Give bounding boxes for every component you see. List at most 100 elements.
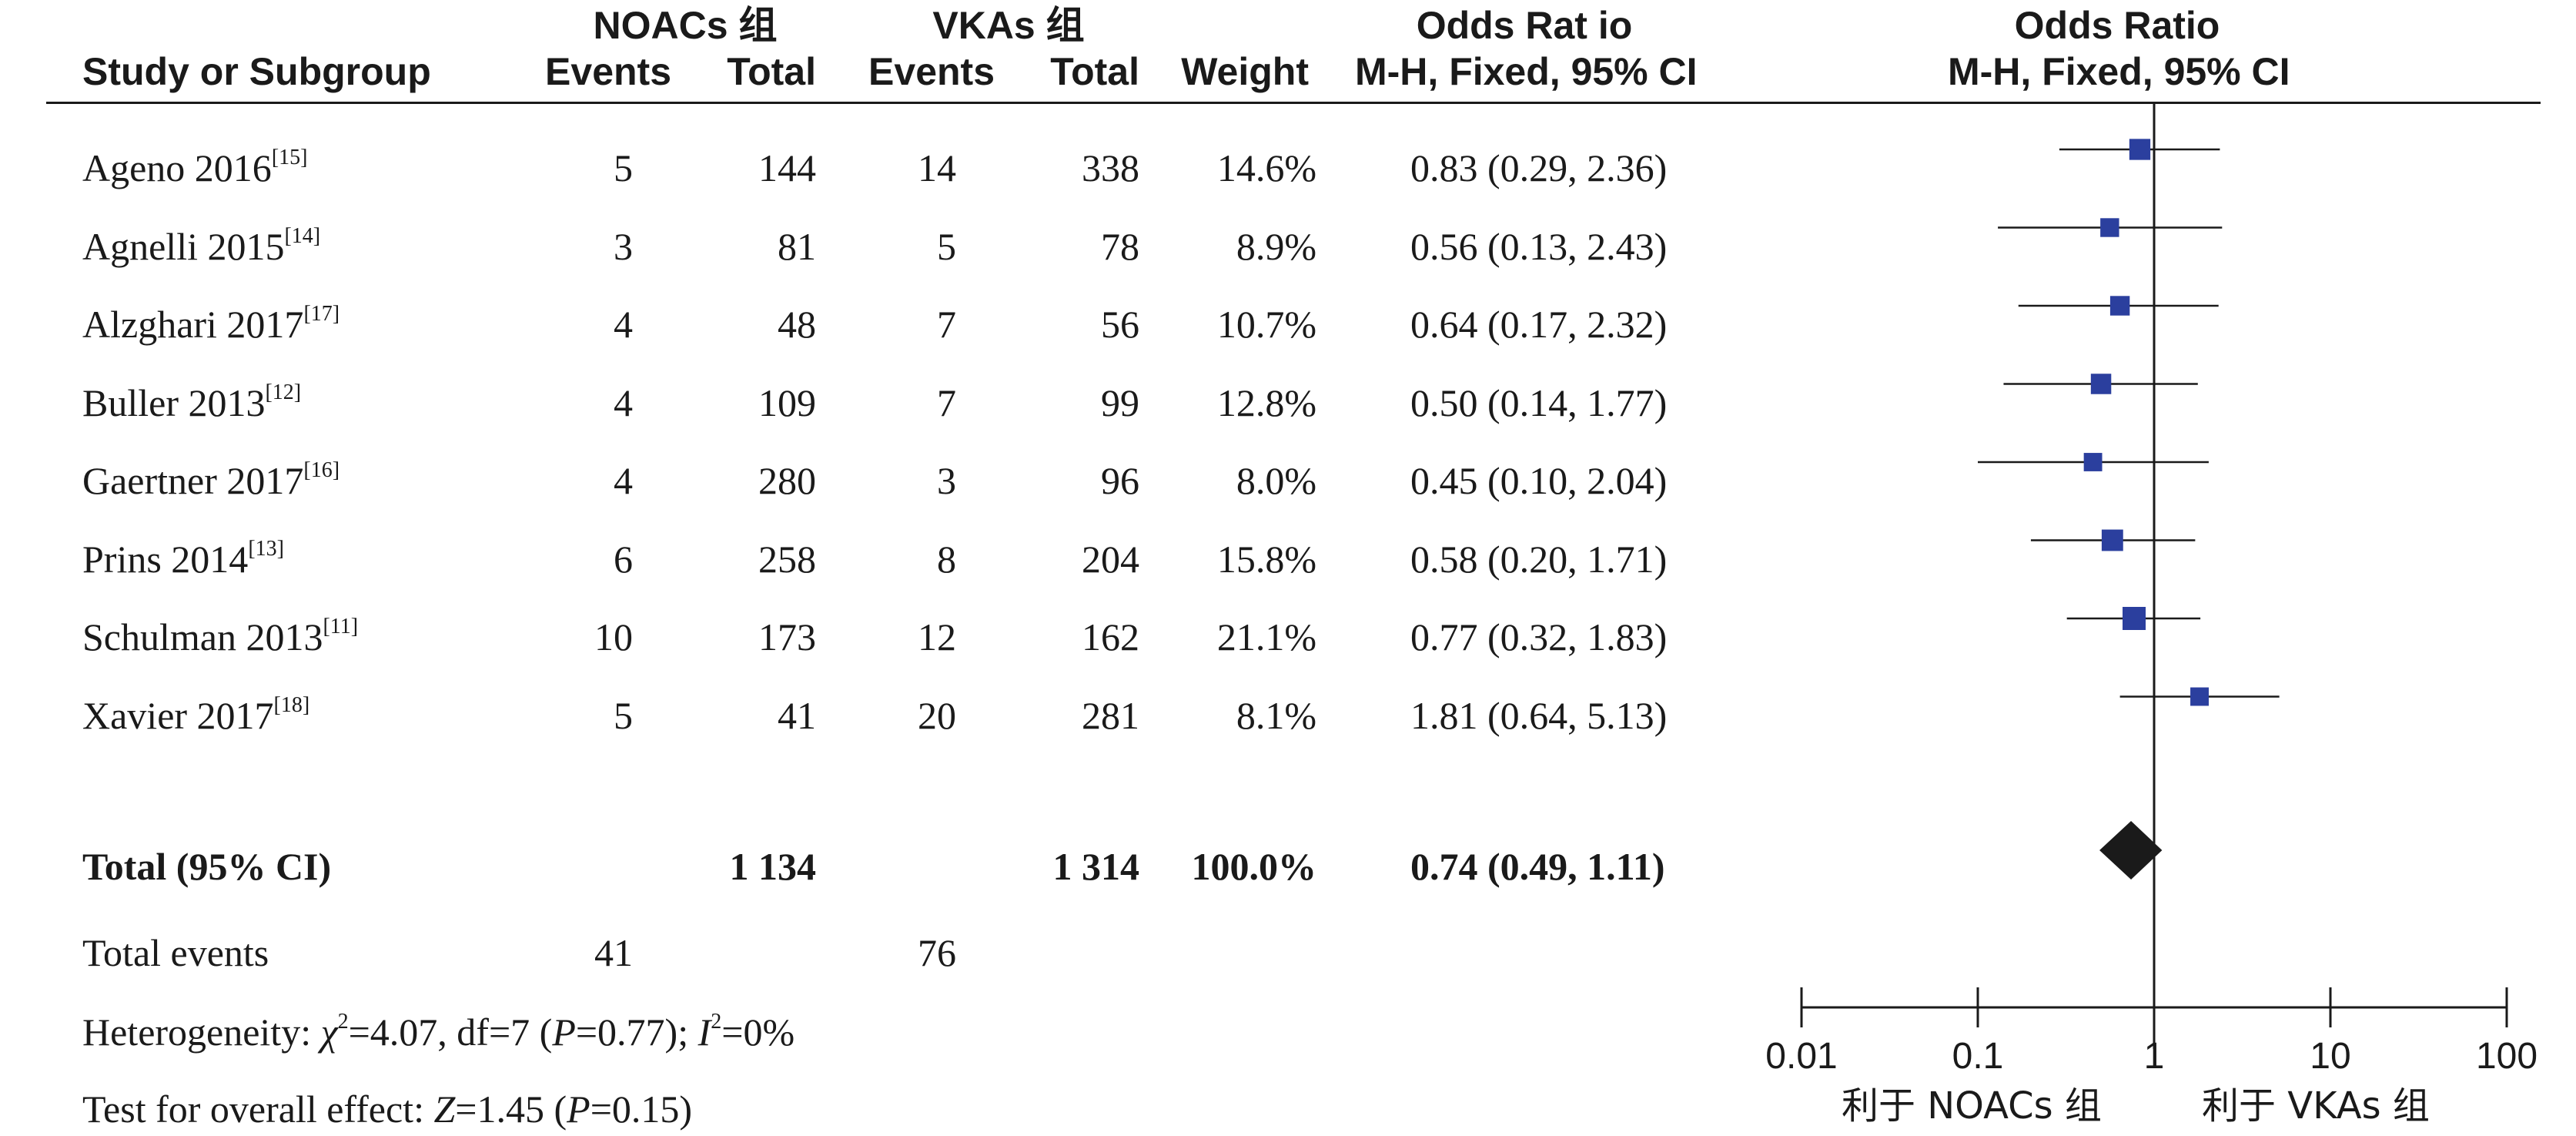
study-marker: [2109, 296, 2130, 316]
study-weight: 8.9%: [1236, 225, 1316, 268]
study-ci-text: 0.58 (0.20, 1.71): [1410, 538, 1668, 581]
study-name-text: Agnelli 2015: [82, 225, 285, 268]
total-label: Total (95% CI): [82, 845, 332, 888]
study-name: Xavier 2017[18]: [82, 693, 310, 737]
study-name-text: Gaertner 2017: [82, 459, 304, 502]
overall-effect-text: Test for overall effect: Z=1.45 (P=0.15): [82, 1087, 693, 1131]
study-weight: 21.1%: [1216, 615, 1316, 658]
study-ci-text: 0.64 (0.17, 2.32): [1410, 303, 1668, 346]
study-events-noacs: 6: [614, 538, 633, 581]
x-tick-label: 0.1: [1952, 1036, 2004, 1077]
study-ci-text: 0.77 (0.32, 1.83): [1410, 615, 1668, 658]
study-total-noacs: 280: [758, 459, 816, 502]
study-weight: 12.8%: [1216, 381, 1316, 424]
study-marker: [2123, 607, 2146, 630]
study-weight: 10.7%: [1216, 303, 1316, 346]
or-method-header: M-H, Fixed, 95% CI: [1355, 50, 1698, 93]
favours-right-label: 利于 VKAs 组: [2202, 1084, 2430, 1128]
study-events-noacs: 10: [594, 615, 633, 658]
study-weight: 8.0%: [1236, 459, 1316, 502]
header-rule: [46, 102, 2541, 104]
study-total-noacs: 48: [778, 303, 816, 346]
study-total-vkas: 78: [1101, 225, 1139, 268]
favours-left-label: 利于 NOACs 组: [1842, 1084, 2102, 1128]
study-total-vkas: 56: [1101, 303, 1139, 346]
study-total-noacs: 81: [778, 225, 816, 268]
study-total-vkas: 99: [1101, 381, 1139, 424]
study-events-noacs: 5: [614, 694, 633, 737]
total-t2: 1 314: [1052, 845, 1140, 888]
study-total-vkas: 204: [1082, 538, 1139, 581]
study-header: Study or Subgroup: [82, 50, 431, 93]
total-events-e1: 41: [594, 931, 633, 974]
study-events-noacs: 5: [614, 146, 633, 189]
study-total-vkas: 96: [1101, 459, 1139, 502]
study-name: Ageno 2016[15]: [82, 147, 307, 188]
study-name-text: Buller 2013: [82, 381, 266, 424]
total-ci-text: 0.74 (0.49, 1.11): [1410, 845, 1665, 888]
study-marker: [2129, 139, 2151, 160]
study-total-vkas: 281: [1082, 694, 1139, 737]
total1-header: Total: [727, 50, 816, 93]
study-ci-text: 0.56 (0.13, 2.43): [1410, 225, 1668, 268]
pooled-diamond: [2099, 821, 2163, 880]
study-total-noacs: 41: [778, 694, 816, 737]
study-total-vkas: 162: [1082, 615, 1139, 658]
x-tick-label: 1: [2143, 1036, 2165, 1077]
study-events-vkas: 7: [937, 303, 956, 346]
study-events-vkas: 12: [918, 615, 956, 658]
x-tick-label: 100: [2475, 1036, 2538, 1077]
or-column-title: Odds Rat io: [1416, 4, 1633, 47]
study-events-noacs: 4: [614, 303, 633, 346]
study-total-noacs: 109: [758, 381, 816, 424]
study-total-noacs: 258: [758, 538, 816, 581]
study-marker: [2190, 687, 2209, 706]
study-name: Prins 2014[13]: [82, 537, 284, 581]
study-name-text: Xavier 2017: [82, 694, 274, 737]
events1-header: Events: [545, 50, 671, 93]
study-name: Gaertner 2017[16]: [82, 459, 340, 502]
group1-header: NOACs 组: [593, 4, 778, 47]
study-events-vkas: 7: [937, 381, 956, 424]
study-events-noacs: 4: [614, 381, 633, 424]
study-marker: [2101, 529, 2123, 551]
study-name-text: Prins 2014: [82, 538, 249, 581]
study-events-noacs: 4: [614, 459, 633, 502]
study-reference: [11]: [323, 615, 359, 638]
x-tick-label: 0.01: [1765, 1036, 1838, 1077]
plot-title: Odds Ratio: [2014, 4, 2220, 47]
study-marker: [2100, 218, 2119, 237]
heterogeneity-text: Heterogeneity: χ2=4.07, df=7 (P=0.77); I…: [82, 1010, 795, 1054]
study-reference: [13]: [248, 537, 284, 561]
study-weight: 8.1%: [1236, 694, 1316, 737]
study-reference: [18]: [273, 693, 310, 717]
events2-header: Events: [868, 50, 995, 93]
plot-method-header: M-H, Fixed, 95% CI: [1948, 50, 2290, 93]
study-events-vkas: 5: [937, 225, 956, 268]
study-events-noacs: 3: [614, 225, 633, 268]
study-weight: 14.6%: [1216, 146, 1316, 189]
study-name: Schulman 2013[11]: [82, 615, 359, 658]
study-weight: 15.8%: [1216, 538, 1316, 581]
study-name: Alzghari 2017[17]: [82, 302, 340, 346]
study-events-vkas: 8: [937, 538, 956, 581]
study-name-text: Schulman 2013: [82, 615, 323, 658]
study-events-vkas: 20: [918, 694, 956, 737]
study-reference: [14]: [284, 224, 321, 248]
study-name-text: Alzghari 2017: [82, 303, 304, 346]
study-events-vkas: 14: [918, 146, 956, 189]
study-reference: [17]: [303, 302, 340, 326]
study-ci-text: 0.50 (0.14, 1.77): [1410, 381, 1668, 424]
total2-header: Total: [1050, 50, 1139, 93]
weight-header: Weight: [1181, 50, 1309, 93]
total-events-e2: 76: [918, 931, 956, 974]
study-name: Buller 2013[12]: [82, 381, 301, 424]
study-ci-text: 1.81 (0.64, 5.13): [1410, 694, 1668, 737]
x-tick-label: 10: [2310, 1036, 2351, 1077]
study-marker: [2083, 453, 2103, 471]
study-ci-text: 0.83 (0.29, 2.36): [1410, 146, 1668, 189]
study-total-noacs: 173: [758, 615, 816, 658]
study-marker: [2090, 374, 2112, 394]
